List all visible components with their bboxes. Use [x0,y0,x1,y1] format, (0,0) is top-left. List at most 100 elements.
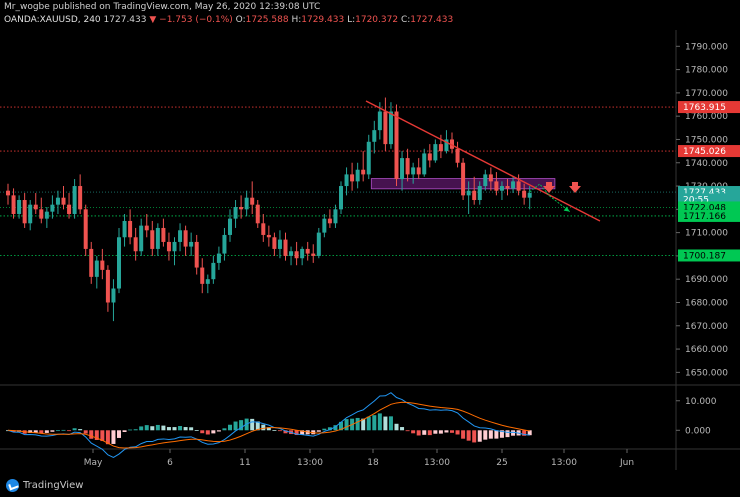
macd-histogram-bar [72,428,77,431]
candle-body [277,239,282,249]
time-tick-label: 6 [167,458,173,468]
macd-histogram-bar [405,430,410,432]
macd-histogram-bar [322,428,327,431]
candle-body [144,225,149,231]
candle-body [283,239,288,256]
macd-histogram-bar [94,430,99,440]
macd-histogram-bar [61,429,66,431]
price-badge-label: 1727.433 [683,188,726,198]
macd-histogram-bar [117,430,121,438]
price-badge-label: 1717.166 [683,212,726,222]
candle-body [294,251,299,259]
candle-body [311,253,316,256]
macd-histogram-bar [316,430,321,432]
candle-body [111,288,116,303]
close-value: 1727.433 [410,15,454,25]
candle-body [228,218,232,235]
candle-body [522,190,527,198]
macd-histogram-bar [522,430,527,436]
candle-body [250,197,255,205]
macd-histogram-bar [400,427,405,431]
candle-body [422,153,427,175]
price-tick-label: 1780.000 [685,66,728,76]
close-label: C: [400,15,411,25]
macd-histogram-bar [455,430,460,435]
macd-histogram-bar [511,430,516,436]
price-tick-label: 1670.000 [685,322,728,332]
macd-histogram-bar [450,430,454,433]
macd-histogram-bar [211,430,216,434]
candle-body [394,111,399,180]
price-tick-label: 1770.000 [685,89,728,99]
macd-histogram-bar [283,430,288,434]
candle-body [289,251,294,256]
macd-histogram-bar [411,430,416,434]
macd-histogram-bar [222,428,227,431]
macd-histogram-bar [111,430,116,444]
macd-tick-label: 10.000 [685,397,717,407]
candle-body [105,269,110,303]
candle-body [494,181,499,191]
macd-histogram-bar [461,430,466,439]
price-badge [678,101,740,114]
open-value: 1725.588 [245,15,289,25]
candle-body [438,144,443,152]
candle-body [361,169,366,175]
candle-body [55,197,60,205]
macd-histogram-bar [194,430,199,431]
candle-body [128,220,133,238]
macd-histogram-bar [494,430,499,439]
macd-histogram-bar [139,426,144,431]
candle-body [339,186,343,210]
macd-histogram-bar [83,430,88,434]
candle-body [50,204,55,212]
macd-histogram-bar [128,429,133,431]
time-tick-label: 13:00 [551,458,577,468]
time-tick-label: 11 [239,458,250,468]
ohlc-legend: OANDA:XAUUSD, 240 1727.433 ▼ −1.753 (−0.… [4,15,453,25]
candle-body [72,186,77,214]
candle-body [83,209,88,249]
macd-histogram-bar [44,430,49,433]
macd-histogram-bar [477,430,482,442]
macd-histogram-bar [11,430,16,433]
macd-histogram-bar [488,430,493,439]
macd-histogram-bar [133,429,138,431]
macd-histogram-bar [50,430,55,432]
price-badge-label: 1700.187 [683,251,726,261]
price-tick-label: 1750.000 [685,135,728,145]
macd-histogram-bar [339,421,343,431]
candle-body [383,111,388,145]
macd-histogram-bar [155,424,160,431]
macd-histogram-bar [150,426,155,431]
macd-histogram-bar [55,430,60,432]
candle-body [477,186,482,201]
candle-body [444,139,449,152]
candle-body [472,190,477,201]
macd-histogram-bar [427,430,432,436]
candle-body [333,209,338,224]
price-badge-label: 1763.915 [683,103,726,113]
macd-histogram-bar [89,430,94,439]
candle-body [316,232,321,256]
tradingview-logo-text: TradingView [23,480,84,491]
macd-histogram-bar [166,427,171,431]
candle-body [350,174,355,182]
candle-body [233,207,238,219]
macd-histogram-bar [277,430,282,432]
macd-histogram-bar [527,430,532,436]
macd-histogram-bar [78,429,83,431]
candle-body [400,158,405,180]
candle-body [527,193,532,198]
candle-body [216,253,221,263]
macd-histogram-bar [394,423,399,431]
candle-body [33,204,38,210]
candle-body [61,197,66,205]
price-tick-label: 1680.000 [685,298,728,308]
macd-histogram-bar [366,416,371,431]
macd-histogram-bar [228,424,232,431]
candle-body [416,167,421,175]
candle-body [161,227,166,242]
macd-histogram-bar [444,430,449,433]
